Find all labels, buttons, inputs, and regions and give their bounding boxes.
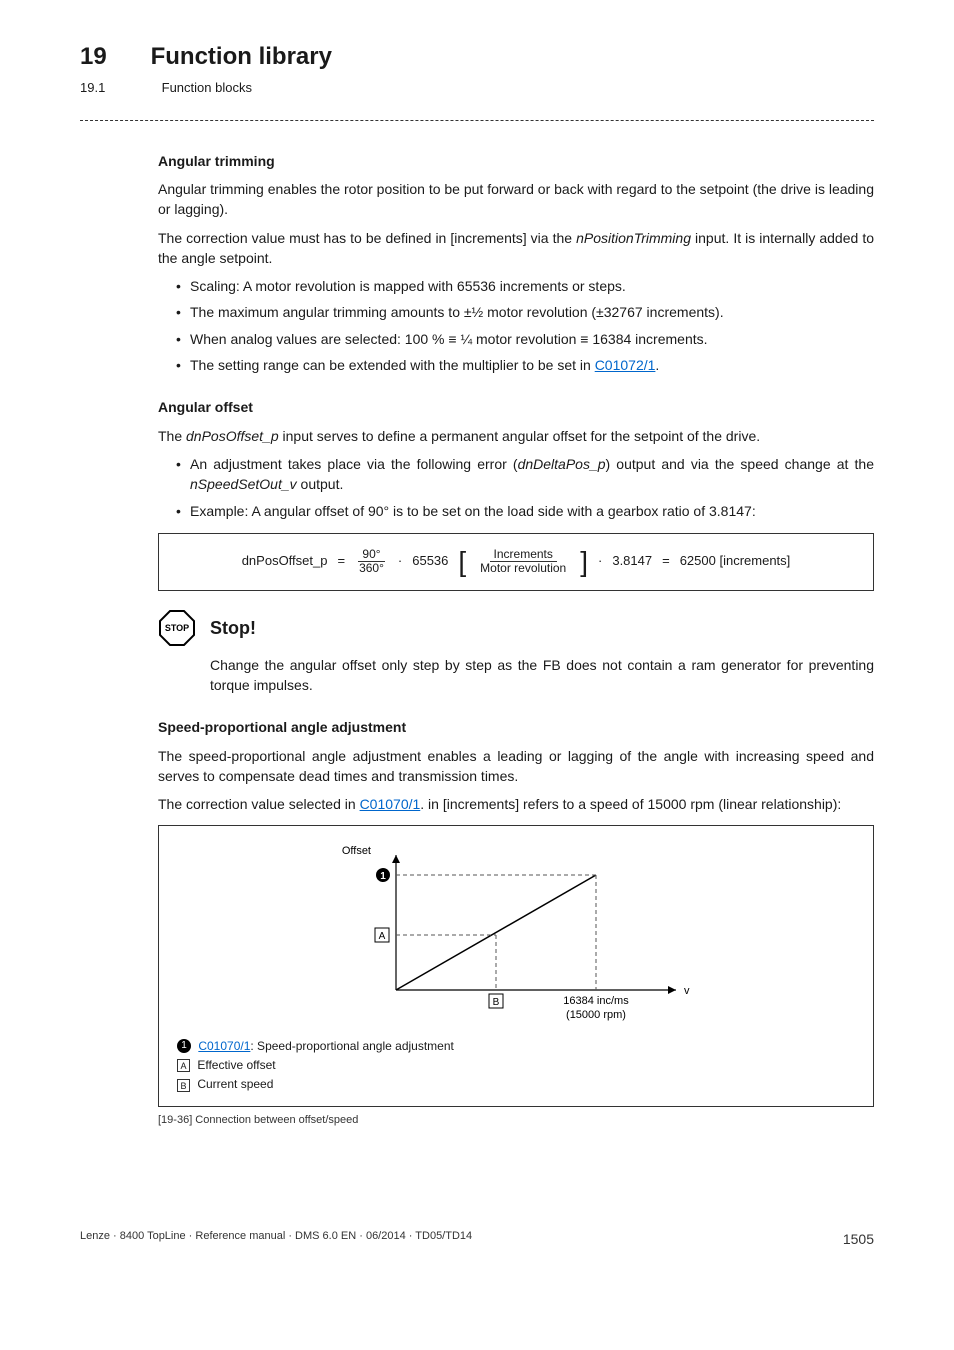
para: The correction value selected in C01070/… — [158, 794, 874, 814]
section-number: 19.1 — [80, 79, 158, 98]
content: Angular trimming Angular trimming enable… — [158, 151, 874, 1129]
footer-left: Lenze · 8400 TopLine · Reference manual … — [80, 1229, 472, 1249]
chapter-title: Function library — [151, 43, 332, 70]
code-link[interactable]: C01072/1 — [595, 357, 656, 373]
bullet-list: An adjustment takes place via the follow… — [158, 454, 874, 521]
svg-text:A: A — [379, 931, 386, 942]
numerator: Increments — [490, 548, 557, 562]
figure-box: Offset v 1 A — [158, 825, 874, 1107]
bullet-item: When analog values are selected: 100 % ≡… — [176, 329, 874, 349]
legend-item: 1 C01070/1: Speed-proportional angle adj… — [177, 1038, 855, 1055]
para: The dnPosOffset_p input serves to define… — [158, 426, 874, 446]
bracket-left: [ — [458, 548, 466, 576]
formula: dnPosOffset_p = 90° 360° · 65536 [ Incre… — [242, 548, 791, 576]
legend-marker-1: 1 — [177, 1039, 191, 1053]
page-header: 19 Function library 19.1 Function blocks — [80, 40, 874, 98]
svg-text:16384 inc/ms: 16384 inc/ms — [563, 995, 629, 1007]
numerator: 90° — [358, 548, 384, 562]
bullet-item: The setting range can be extended with t… — [176, 355, 874, 375]
text: input serves to define a permanent angul… — [279, 428, 760, 444]
svg-text:v: v — [684, 985, 690, 997]
equals: = — [662, 552, 670, 571]
text: : Speed-proportional angle adjustment — [250, 1039, 453, 1053]
text: Current speed — [197, 1077, 273, 1091]
text: Effective offset — [197, 1058, 275, 1072]
bullet-item: An adjustment takes place via the follow… — [176, 454, 874, 495]
heading-angular-offset: Angular offset — [158, 397, 874, 417]
stop-icon: STOP — [158, 609, 196, 647]
text: The setting range can be extended with t… — [190, 357, 595, 373]
param-name: dnPosOffset_p — [186, 428, 279, 444]
legend-item: B Current speed — [177, 1076, 855, 1093]
bullet-list: Scaling: A motor revolution is mapped wi… — [158, 276, 874, 375]
para: The correction value must has to be defi… — [158, 228, 874, 269]
text: ) output and via the speed change at the — [606, 456, 874, 472]
param-name: dnDeltaPos_p — [518, 456, 606, 472]
svg-text:Offset: Offset — [342, 845, 371, 857]
dot: · — [598, 552, 602, 571]
code-link[interactable]: C01070/1 — [360, 796, 421, 812]
param-name: nPositionTrimming — [576, 230, 691, 246]
section-title: Function blocks — [162, 80, 252, 95]
const: 65536 — [412, 552, 448, 571]
dot: · — [398, 552, 402, 571]
heading-spaa: Speed-proportional angle adjustment — [158, 717, 874, 737]
stop-callout: STOP Stop! — [158, 609, 874, 647]
text: output. — [297, 476, 344, 492]
page-footer: Lenze · 8400 TopLine · Reference manual … — [80, 1229, 874, 1249]
fraction: 90° 360° — [355, 548, 388, 575]
text: The correction value selected in — [158, 796, 360, 812]
param-name: nSpeedSetOut_v — [190, 476, 297, 492]
bullet-item: Example: A angular offset of 90° is to b… — [176, 501, 874, 521]
legend-item: A Effective offset — [177, 1057, 855, 1074]
svg-text:1: 1 — [380, 871, 386, 882]
text: . in [increments] refers to a speed of 1… — [420, 796, 841, 812]
legend-marker-b: B — [177, 1079, 190, 1092]
fraction: Increments Motor revolution — [476, 548, 570, 575]
ratio: 3.8147 — [612, 552, 652, 571]
divider — [80, 120, 874, 121]
code-link[interactable]: C01070/1 — [198, 1039, 250, 1053]
text: An adjustment takes place via the follow… — [190, 456, 518, 472]
svg-text:STOP: STOP — [165, 623, 189, 633]
denominator: 360° — [355, 562, 388, 575]
formula-lhs: dnPosOffset_p — [242, 552, 328, 571]
page-number: 1505 — [843, 1229, 874, 1249]
formula-result: 62500 [increments] — [680, 552, 791, 571]
equals: = — [337, 552, 345, 571]
section-line: 19.1 Function blocks — [80, 79, 874, 98]
text: The correction value must has to be defi… — [158, 230, 576, 246]
para: The speed-proportional angle adjustment … — [158, 746, 874, 787]
chapter-number: 19 — [80, 43, 107, 70]
para: Angular trimming enables the rotor posit… — [158, 179, 874, 220]
stop-body: Change the angular offset only step by s… — [210, 655, 874, 696]
formula-box: dnPosOffset_p = 90° 360° · 65536 [ Incre… — [158, 533, 874, 591]
chapter-line: 19 Function library — [80, 40, 874, 75]
text: . — [655, 357, 659, 373]
page: 19 Function library 19.1 Function blocks… — [0, 0, 954, 1279]
svg-text:(15000 rpm): (15000 rpm) — [566, 1009, 626, 1021]
bullet-item: The maximum angular trimming amounts to … — [176, 302, 874, 322]
bracket-right: ] — [580, 548, 588, 576]
stop-title: Stop! — [210, 615, 256, 641]
svg-text:B: B — [493, 997, 500, 1008]
bullet-item: Scaling: A motor revolution is mapped wi… — [176, 276, 874, 296]
figure-caption: [19-36] Connection between offset/speed — [158, 1113, 874, 1129]
figure-chart: Offset v 1 A — [177, 840, 855, 1030]
denominator: Motor revolution — [476, 562, 570, 575]
heading-angular-trimming: Angular trimming — [158, 151, 874, 171]
legend-marker-a: A — [177, 1059, 190, 1072]
text: The — [158, 428, 186, 444]
